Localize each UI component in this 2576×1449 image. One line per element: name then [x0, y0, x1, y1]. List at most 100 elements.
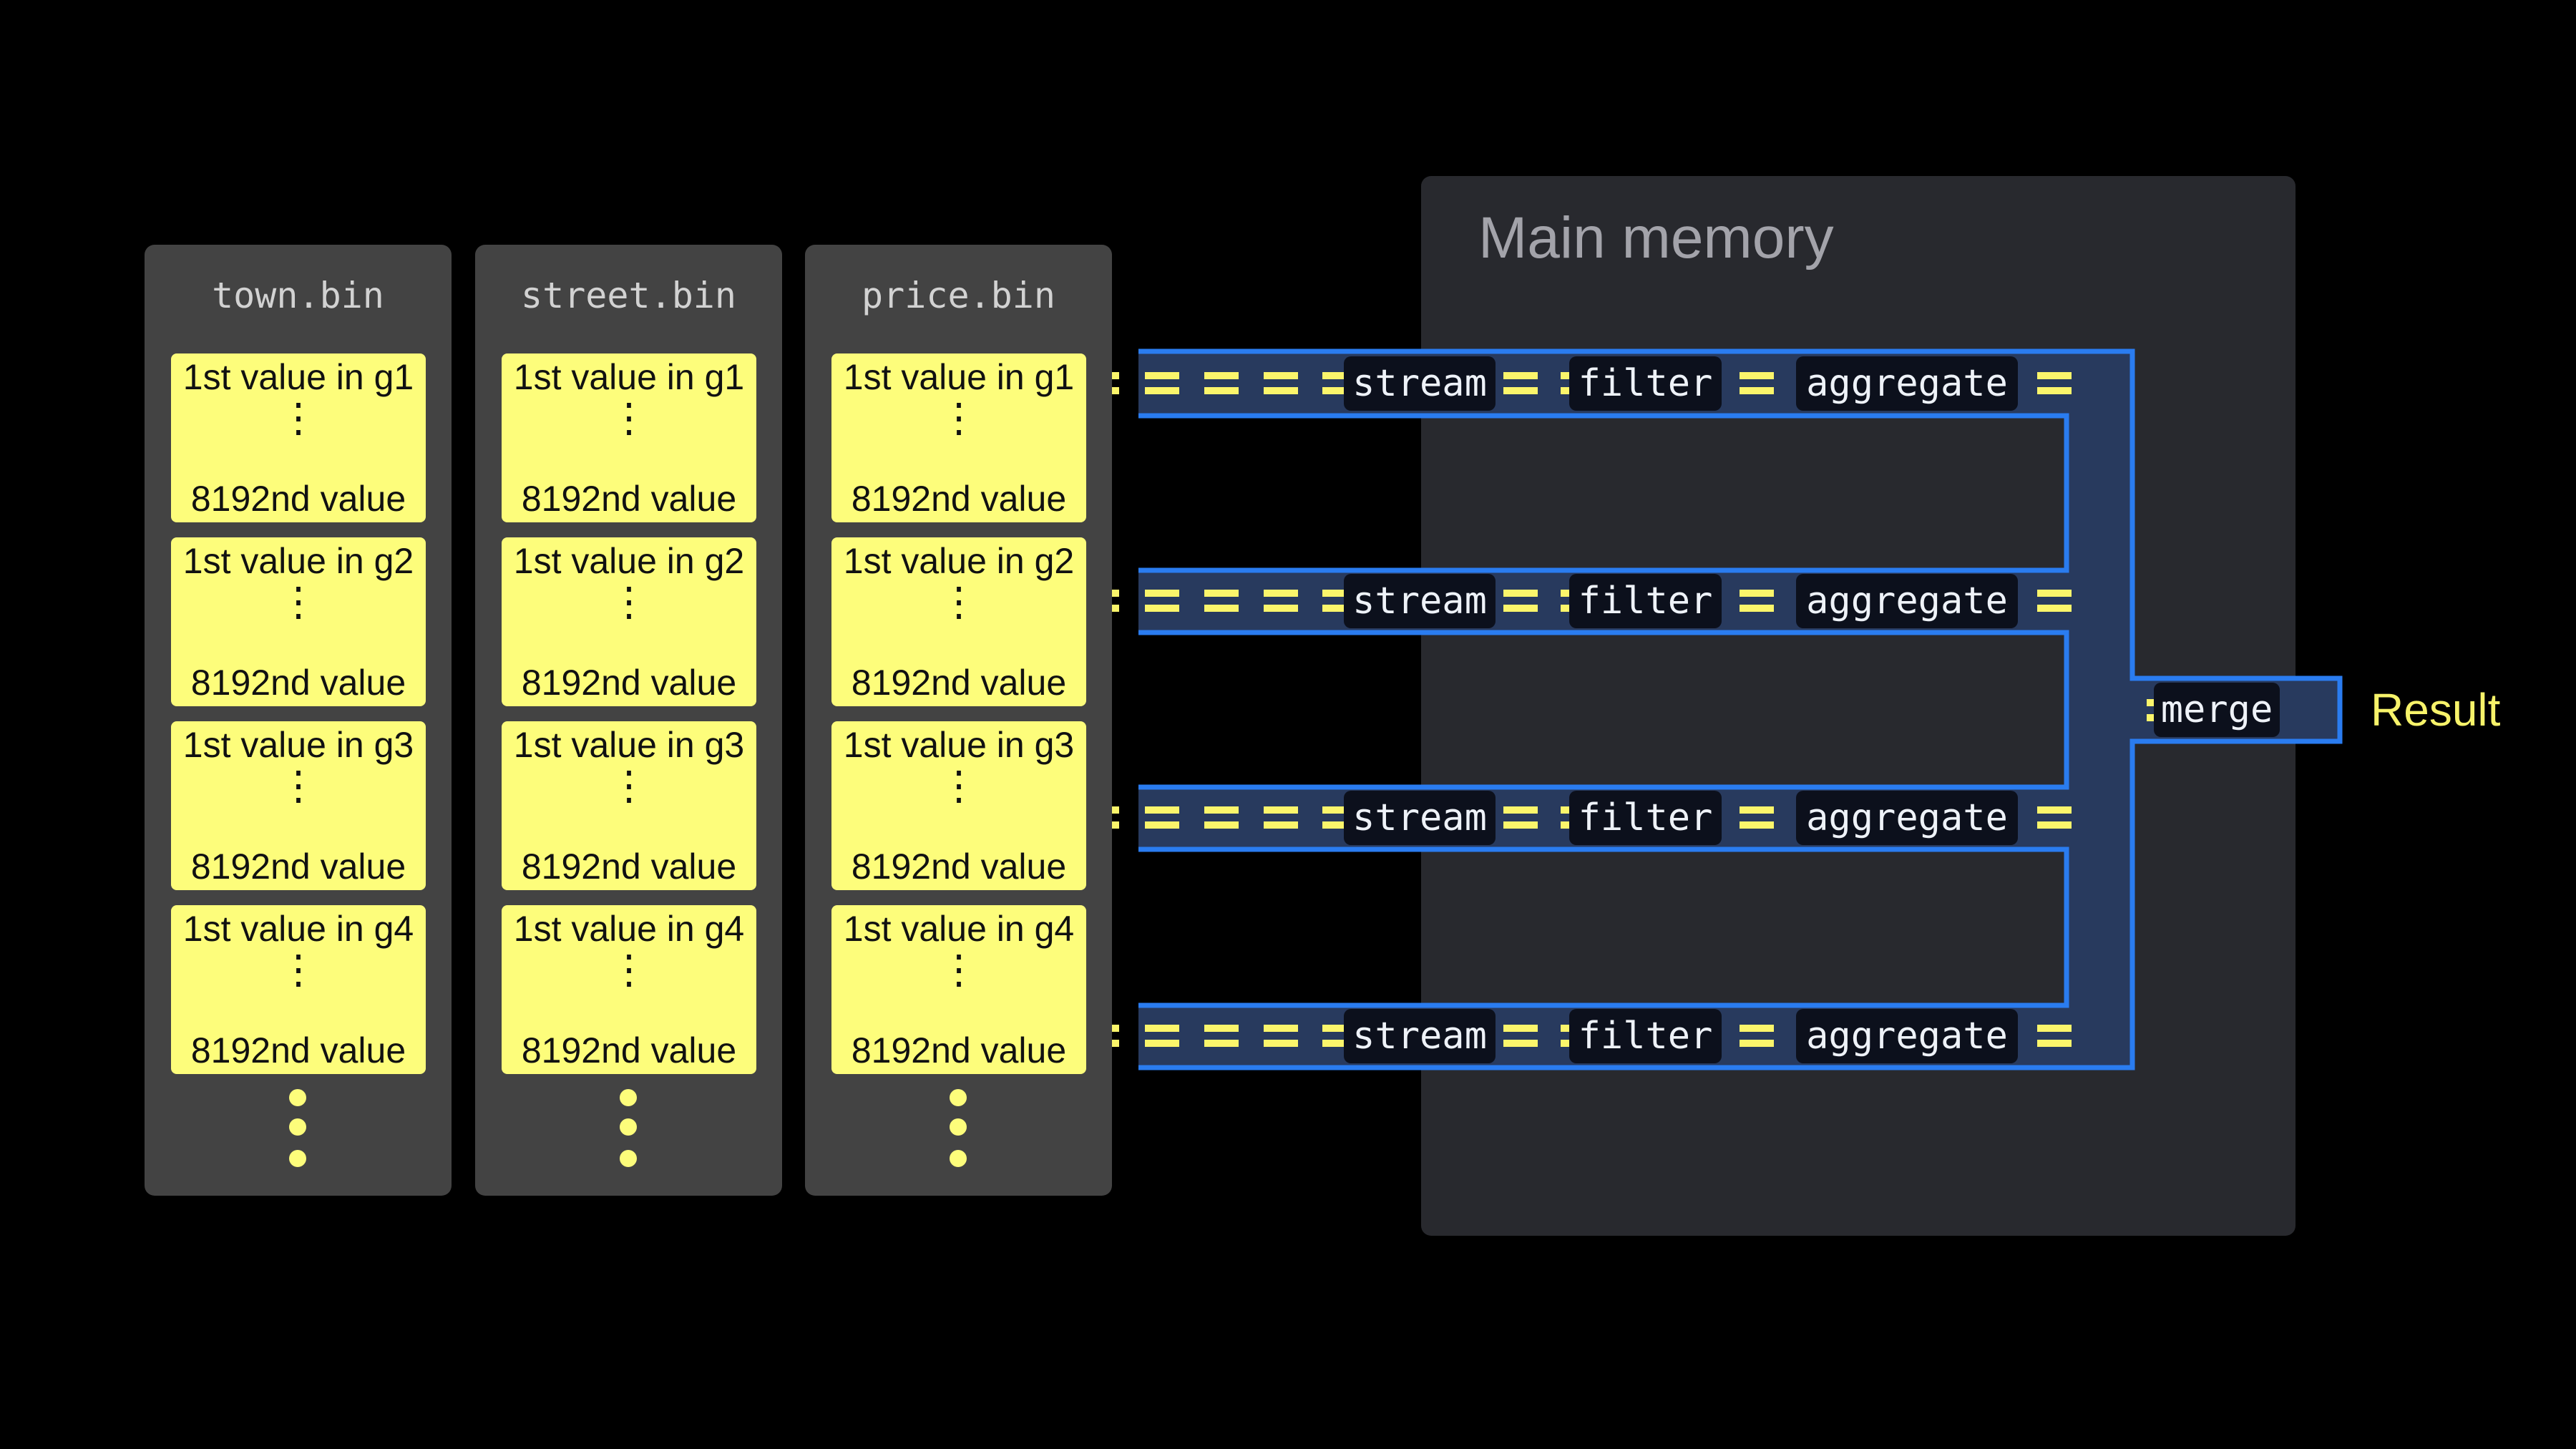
data-flow-marker — [1322, 372, 1357, 394]
granule-card: 1st value in g1 ⋮ 8192nd value — [831, 353, 1086, 522]
vertical-ellipsis: ⋮ — [939, 763, 979, 808]
granule-last-value: 8192nd value — [190, 479, 406, 519]
data-flow-marker — [1264, 806, 1298, 829]
column-file-panel: street.bin 1st value in g1 ⋮ 8192nd valu… — [475, 245, 782, 1196]
merge-stage: merge — [2154, 683, 2280, 737]
granule-last-value: 8192nd value — [190, 1030, 406, 1070]
pipeline-stage-filter: filter — [1569, 791, 1722, 845]
data-flow-marker — [1264, 1025, 1298, 1047]
more-granules-dot — [289, 1150, 306, 1167]
granule-first-value: 1st value in g4 — [513, 909, 745, 949]
granule-card: 1st value in g4 ⋮ 8192nd value — [502, 905, 756, 1074]
granule-last-value: 8192nd value — [190, 847, 406, 887]
data-flow-marker — [1204, 590, 1239, 612]
vertical-ellipsis: ⋮ — [278, 395, 318, 440]
granule-first-value: 1st value in g1 — [513, 357, 745, 397]
data-flow-marker — [1322, 590, 1357, 612]
vertical-ellipsis: ⋮ — [939, 579, 979, 624]
pipeline-stage-stream: stream — [1344, 791, 1496, 845]
granule-last-value: 8192nd value — [521, 1030, 737, 1070]
pipeline-stage-aggregate: aggregate — [1796, 574, 2018, 628]
data-flow-marker — [1740, 1025, 1774, 1047]
result-label: Result — [2371, 684, 2501, 736]
vertical-ellipsis: ⋮ — [609, 395, 649, 440]
granule-card: 1st value in g2 ⋮ 8192nd value — [171, 537, 426, 706]
main-memory-title: Main memory — [1478, 205, 1834, 270]
more-granules-dot — [950, 1118, 967, 1136]
pipeline-channel-fill — [1138, 351, 2340, 1068]
data-flow-marker — [1204, 806, 1239, 829]
data-flow-marker — [2037, 1025, 2072, 1047]
granule-card: 1st value in g3 ⋮ 8192nd value — [171, 721, 426, 890]
granule-card: 1st value in g2 ⋮ 8192nd value — [831, 537, 1086, 706]
more-granules-dot — [620, 1150, 637, 1167]
data-flow-marker — [1503, 806, 1538, 829]
data-flow-marker — [1264, 372, 1298, 394]
more-granules-dot — [950, 1089, 967, 1106]
more-granules-dot — [620, 1118, 637, 1136]
granule-last-value: 8192nd value — [521, 847, 737, 887]
more-granules-dot — [620, 1089, 637, 1106]
data-flow-marker — [2037, 590, 2072, 612]
vertical-ellipsis: ⋮ — [278, 763, 318, 808]
vertical-ellipsis: ⋮ — [609, 763, 649, 808]
pipeline-channel-outline — [1138, 348, 2343, 1070]
column-file-name: street.bin — [520, 275, 737, 316]
pipeline-stage-filter: filter — [1569, 574, 1722, 628]
granule-card: 1st value in g4 ⋮ 8192nd value — [831, 905, 1086, 1074]
data-flow-marker — [1740, 590, 1774, 612]
granule-first-value: 1st value in g1 — [843, 357, 1075, 397]
granule-last-value: 8192nd value — [851, 479, 1067, 519]
vertical-ellipsis: ⋮ — [939, 947, 979, 992]
column-file-panel: town.bin 1st value in g1 ⋮ 8192nd value … — [145, 245, 452, 1196]
data-flow-marker — [2037, 372, 2072, 394]
data-flow-marker — [1740, 372, 1774, 394]
vertical-ellipsis: ⋮ — [609, 947, 649, 992]
granule-last-value: 8192nd value — [851, 1030, 1067, 1070]
data-flow-marker — [1503, 590, 1538, 612]
pipeline-stage-filter: filter — [1569, 1009, 1722, 1063]
pipeline-stage-stream: stream — [1344, 1009, 1496, 1063]
granule-first-value: 1st value in g3 — [513, 725, 745, 765]
more-granules-dot — [950, 1150, 967, 1167]
column-file-name: town.bin — [212, 275, 384, 316]
granule-card: 1st value in g1 ⋮ 8192nd value — [502, 353, 756, 522]
data-flow-marker — [1204, 1025, 1239, 1047]
pipeline-stage-aggregate: aggregate — [1796, 356, 2018, 411]
data-flow-marker — [1145, 590, 1179, 612]
granule-card: 1st value in g3 ⋮ 8192nd value — [831, 721, 1086, 890]
merge-input-flow — [2147, 699, 2157, 721]
granule-card: 1st value in g1 ⋮ 8192nd value — [171, 353, 426, 522]
data-flow-marker — [1503, 1025, 1538, 1047]
data-flow-marker — [1112, 806, 1119, 829]
granule-first-value: 1st value in g3 — [843, 725, 1075, 765]
data-flow-marker — [1145, 806, 1179, 829]
granule-last-value: 8192nd value — [521, 479, 737, 519]
data-flow-marker — [1322, 806, 1357, 829]
granule-first-value: 1st value in g1 — [182, 357, 414, 397]
data-flow-marker — [1112, 1025, 1119, 1047]
granule-card: 1st value in g3 ⋮ 8192nd value — [502, 721, 756, 890]
vertical-ellipsis: ⋮ — [939, 395, 979, 440]
vertical-ellipsis: ⋮ — [278, 579, 318, 624]
data-flow-marker — [2037, 806, 2072, 829]
granule-card: 1st value in g2 ⋮ 8192nd value — [502, 537, 756, 706]
column-file-panel: price.bin 1st value in g1 ⋮ 8192nd value… — [805, 245, 1112, 1196]
granule-first-value: 1st value in g3 — [182, 725, 414, 765]
data-flow-marker — [1322, 1025, 1357, 1047]
vertical-ellipsis: ⋮ — [278, 947, 318, 992]
granule-first-value: 1st value in g4 — [843, 909, 1075, 949]
data-flow-marker — [1740, 806, 1774, 829]
granule-card: 1st value in g4 ⋮ 8192nd value — [171, 905, 426, 1074]
data-flow-marker — [1503, 372, 1538, 394]
granule-first-value: 1st value in g2 — [513, 541, 745, 581]
granule-first-value: 1st value in g4 — [182, 909, 414, 949]
more-granules-dot — [289, 1118, 306, 1136]
granule-last-value: 8192nd value — [190, 663, 406, 703]
pipeline-stage-stream: stream — [1344, 356, 1496, 411]
data-flow-marker — [1145, 1025, 1179, 1047]
column-file-name: price.bin — [862, 275, 1055, 316]
data-flow-marker — [1204, 372, 1239, 394]
data-flow-marker — [1145, 372, 1179, 394]
